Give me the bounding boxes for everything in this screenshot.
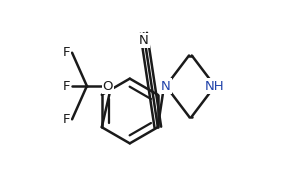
Text: NH: NH: [205, 80, 225, 92]
Text: F: F: [63, 80, 70, 92]
Text: F: F: [63, 46, 70, 59]
Text: O: O: [103, 80, 113, 92]
Text: N: N: [139, 34, 149, 47]
Text: N: N: [161, 80, 171, 92]
Text: F: F: [63, 113, 70, 126]
